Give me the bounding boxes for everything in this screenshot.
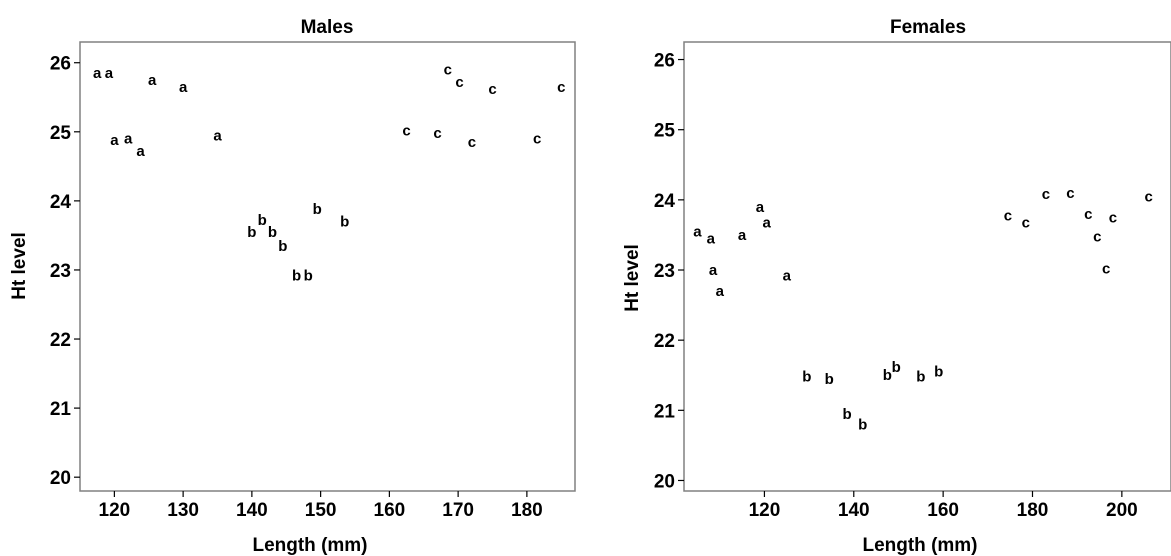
females-point-15: b — [934, 364, 943, 381]
females-point-5: a — [756, 199, 765, 216]
females-point-1: a — [707, 230, 716, 247]
males-point-11: b — [278, 238, 287, 255]
males-plot-frame — [79, 41, 576, 492]
males-point-2: a — [148, 72, 157, 89]
males-point-17: c — [433, 125, 441, 142]
females-point-21: c — [1093, 228, 1101, 245]
males-x-tick-label-0: 120 — [99, 500, 131, 521]
females-y-tick-label-4: 24 — [654, 191, 676, 212]
males-point-4: a — [110, 132, 119, 149]
females-point-2: a — [709, 262, 718, 279]
females-point-8: b — [802, 369, 811, 386]
males-point-15: b — [340, 214, 349, 231]
females-y-tick-label-2: 22 — [654, 331, 675, 352]
females-point-4: a — [738, 227, 747, 244]
males-point-6: a — [136, 143, 145, 160]
males-point-12: b — [292, 267, 301, 284]
females-point-18: c — [1042, 186, 1050, 203]
females-point-13: b — [892, 359, 901, 376]
females-point-16: c — [1004, 207, 1012, 224]
males-x-tick-label-4: 160 — [374, 500, 406, 521]
females-title: Females — [890, 17, 966, 38]
males-point-8: b — [247, 224, 256, 241]
females-x-tick-label-2: 160 — [927, 500, 959, 521]
females-x-tick-label-4: 200 — [1106, 500, 1138, 521]
females-point-17: c — [1022, 214, 1030, 231]
males-x-tick-label-2: 140 — [236, 500, 268, 521]
females-x-tick-label-3: 180 — [1017, 500, 1049, 521]
males-y-tick-label-6: 26 — [50, 54, 71, 75]
males-panel: Males Length (mm) Ht level 120 130 140 150 1… — [9, 17, 576, 556]
males-point-23: c — [557, 79, 565, 96]
males-x-tick-label-1: 130 — [167, 500, 199, 521]
males-point-14: b — [313, 201, 322, 218]
males-y-tick-label-2: 22 — [50, 330, 71, 351]
males-point-19: c — [455, 74, 463, 91]
males-x-tick-label-3: 150 — [305, 500, 337, 521]
males-point-9: b — [258, 212, 267, 229]
females-point-7: a — [783, 268, 792, 285]
females-point-12: b — [883, 367, 892, 384]
females-y-tick-label-0: 20 — [654, 471, 675, 492]
females-x-axis-label: Length (mm) — [862, 535, 977, 556]
females-x-tick-label-1: 140 — [838, 500, 870, 521]
females-point-23: c — [1109, 209, 1117, 226]
males-point-1: a — [105, 65, 114, 82]
females-point-11: b — [858, 416, 867, 433]
females-y-axis-label: Ht level — [622, 244, 643, 312]
females-point-10: b — [842, 406, 851, 423]
females-y-tick-label-6: 26 — [654, 51, 675, 72]
females-y-tick-label-3: 23 — [654, 261, 675, 282]
females-plot-frame — [683, 41, 1171, 492]
females-y-tick-label-1: 21 — [654, 401, 676, 422]
males-point-13: b — [304, 267, 313, 284]
males-point-16: c — [402, 122, 410, 139]
males-y-tick-label-5: 25 — [50, 123, 72, 144]
males-point-21: c — [488, 81, 496, 98]
males-point-10: b — [268, 224, 277, 241]
males-point-5: a — [124, 131, 133, 148]
females-point-24: c — [1144, 188, 1152, 205]
males-y-tick-label-1: 21 — [50, 399, 72, 420]
females-point-0: a — [693, 223, 702, 240]
females-y-tick-label-5: 25 — [654, 121, 676, 142]
females-point-9: b — [825, 371, 834, 388]
males-x-axis-label: Length (mm) — [252, 535, 367, 556]
females-x-tick-label-0: 120 — [749, 500, 781, 521]
males-point-0: a — [93, 65, 102, 82]
males-y-axis-label: Ht level — [9, 232, 30, 300]
males-point-18: c — [444, 62, 452, 79]
males-y-tick-label-0: 20 — [50, 468, 71, 489]
females-panel: Females Length (mm) Ht level 120 140 160 18… — [622, 17, 1171, 556]
females-point-20: c — [1084, 206, 1092, 223]
males-x-tick-label-5: 170 — [442, 500, 474, 521]
females-point-22: c — [1102, 261, 1110, 278]
males-point-3: a — [179, 79, 188, 96]
males-ticks: 120 130 140 150 160 170 180 20 21 22 23 24 25 26 — [50, 54, 543, 521]
males-title: Males — [301, 17, 354, 38]
males-x-tick-label-6: 180 — [511, 500, 543, 521]
females-ticks: 120 140 160 180 200 20 21 22 23 24 25 26 — [654, 51, 1138, 521]
males-y-tick-label-3: 23 — [50, 261, 71, 282]
females-point-14: b — [916, 369, 925, 386]
males-point-7: a — [213, 127, 222, 144]
females-point-6: a — [762, 214, 771, 231]
females-point-3: a — [716, 283, 725, 300]
females-point-19: c — [1066, 185, 1074, 202]
males-point-22: c — [533, 131, 541, 148]
males-point-20: c — [468, 134, 476, 151]
males-y-tick-label-4: 24 — [50, 192, 72, 213]
